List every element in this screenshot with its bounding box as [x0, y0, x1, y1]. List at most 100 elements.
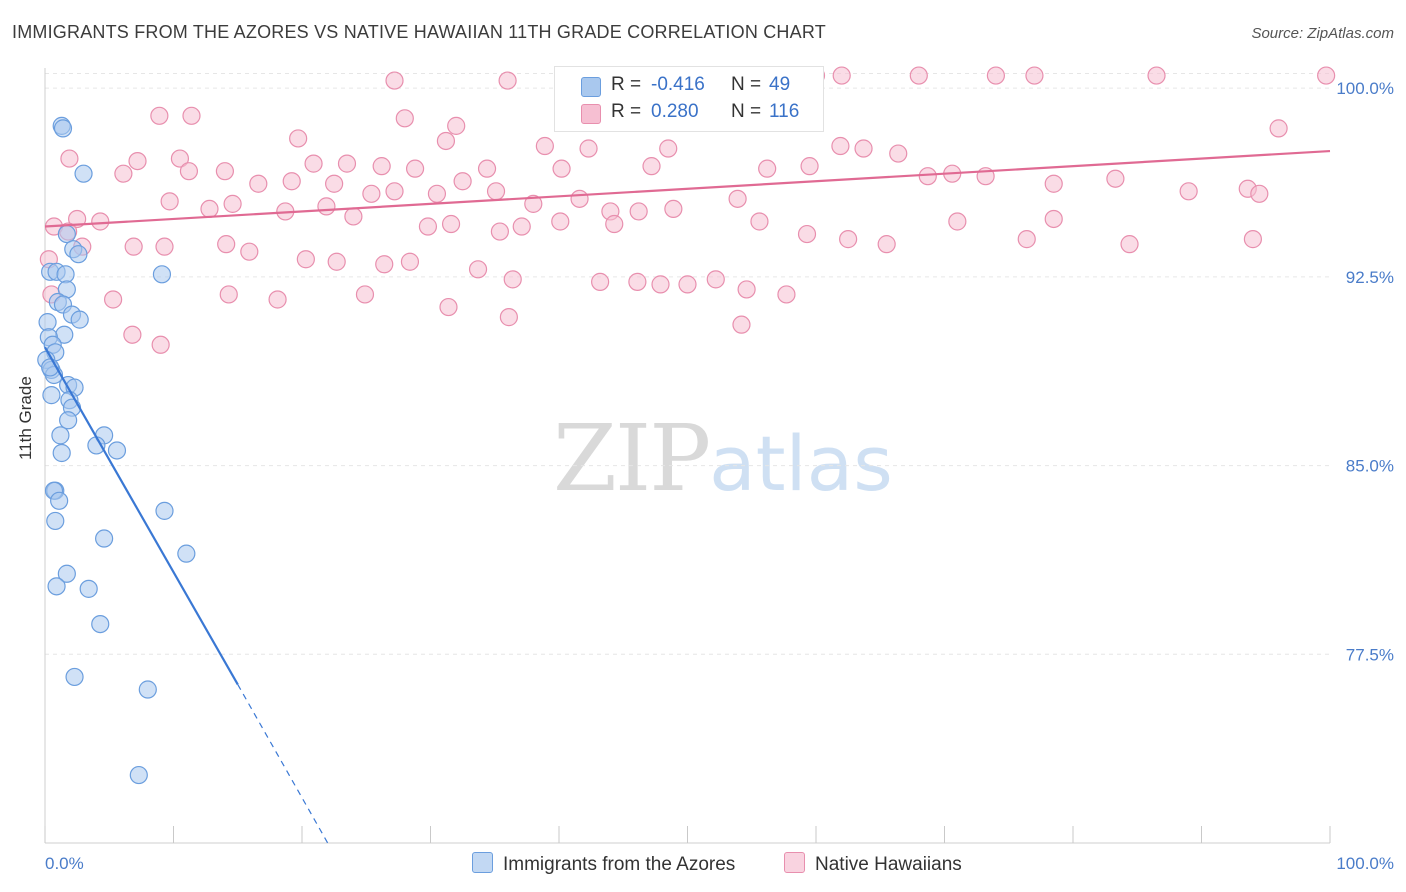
- legend-item-hawaiians[interactable]: Native Hawaiians: [784, 852, 962, 876]
- hawaiian-point: [447, 116, 466, 135]
- azores-point: [91, 614, 110, 634]
- azores-point: [42, 386, 61, 405]
- hawaiian-point: [385, 71, 404, 90]
- hawaiian-point: [289, 129, 308, 148]
- grid-lines: [45, 73, 1330, 655]
- n-label: N =: [731, 101, 762, 122]
- hawaiian-point: [91, 212, 110, 231]
- azores-point: [95, 529, 114, 548]
- hawaiian-point: [605, 214, 624, 234]
- legend-item-azores[interactable]: Immigrants from the Azores: [472, 852, 735, 876]
- hawaiian-point: [296, 250, 315, 269]
- hawaiian-point: [909, 66, 928, 85]
- azores-point: [107, 441, 127, 460]
- hawaiian-trend-line: [44, 149, 1331, 228]
- azores-point: [79, 579, 98, 598]
- hawaiian-point: [200, 199, 219, 219]
- hawaiian-point: [750, 212, 769, 231]
- hawaiian-point: [758, 159, 777, 178]
- r-label: R =: [611, 74, 642, 95]
- hawaiian-point: [1179, 182, 1198, 201]
- hawaiian-point: [524, 194, 543, 213]
- azores-point: [69, 245, 88, 264]
- stats-row-hawaiians: R = 0.280 N = 116: [555, 101, 823, 127]
- hawaiian-point: [215, 162, 234, 181]
- legend-swatch-azores: [472, 852, 493, 873]
- n-value: 116: [769, 101, 800, 122]
- hawaiian-point: [223, 194, 242, 213]
- hawaiian-point: [1025, 66, 1044, 85]
- hawaiian-point: [628, 272, 647, 291]
- hawaiian-point: [317, 197, 336, 216]
- hawaiian-point: [986, 66, 1006, 85]
- hawaiian-point: [439, 297, 458, 317]
- hawaiian-point: [839, 230, 858, 249]
- hawaiian-point: [372, 157, 391, 176]
- hawaiian-point: [831, 136, 850, 156]
- x-tick-labels: 0.0% 100.0%: [45, 854, 1394, 873]
- r-label: R =: [611, 101, 642, 122]
- hawaiian-point: [436, 131, 456, 151]
- hawaiian-point: [385, 182, 404, 201]
- hawaiian-point: [499, 308, 518, 327]
- hawaiian-point: [249, 174, 268, 193]
- hawaiian-point: [777, 285, 796, 304]
- watermark-zip: ZIP: [553, 405, 711, 512]
- hawaiian-point: [405, 159, 425, 178]
- hawaiian-point: [468, 260, 488, 279]
- hawaiian-point: [706, 270, 725, 289]
- hawaiian-point: [182, 106, 201, 125]
- hawaiian-point: [678, 275, 697, 294]
- azores-point: [38, 313, 57, 332]
- hawaiian-point: [651, 275, 670, 294]
- hawaiian-point: [304, 154, 323, 173]
- hawaiian-point: [1269, 119, 1288, 138]
- hawaiian-point: [579, 139, 598, 158]
- watermark: ZIPatlas: [553, 405, 893, 512]
- hawaiian-point: [1044, 174, 1063, 193]
- hawaiian-point: [498, 71, 517, 90]
- legend-label-azores: Immigrants from the Azores: [503, 854, 736, 875]
- hawaiian-point: [854, 139, 873, 158]
- hawaiian-point: [1147, 66, 1166, 85]
- azores-point: [51, 426, 70, 445]
- hawaiian-point: [512, 217, 531, 236]
- azores-point: [177, 544, 196, 563]
- hawaiian-point: [1120, 235, 1139, 254]
- azores-point: [57, 564, 76, 583]
- hawaiian-point: [375, 255, 394, 274]
- hawaiian-point: [535, 136, 554, 156]
- n-label: N =: [731, 74, 762, 95]
- azores-point: [65, 667, 84, 687]
- azores-point: [129, 765, 148, 785]
- azores-point: [56, 265, 75, 284]
- hawaiian-point: [728, 189, 747, 208]
- hawaiian-point: [737, 280, 756, 299]
- hawaiian-point: [170, 149, 190, 168]
- hawaiian-point: [1317, 66, 1336, 85]
- watermark-atlas: atlas: [709, 419, 893, 508]
- chart-title: IMMIGRANTS FROM THE AZORES VS NATIVE HAW…: [12, 22, 826, 42]
- hawaiian-point: [240, 242, 259, 261]
- azores-point: [70, 310, 89, 329]
- hawaiian-point: [570, 189, 589, 208]
- hawaiian-point: [552, 159, 571, 178]
- azores-point: [46, 511, 65, 531]
- azores-point: [152, 265, 172, 284]
- hawaiian-point: [179, 162, 199, 181]
- y-tick-label: 77.5%: [1346, 645, 1394, 664]
- hawaiian-point: [918, 167, 937, 186]
- y-tick-label: 100.0%: [1336, 79, 1394, 98]
- r-value: -0.416: [651, 74, 705, 95]
- hawaiian-point: [477, 159, 497, 178]
- x-ticks: [44, 826, 1331, 843]
- y-tick-label: 92.5%: [1346, 268, 1394, 287]
- hawaiian-point: [219, 285, 238, 304]
- hawaiian-point: [427, 184, 447, 203]
- hawaiian-point: [797, 224, 817, 244]
- azores-trend-extension: [237, 684, 329, 844]
- swatch-hawaiians: [581, 104, 601, 124]
- legend-label-hawaiians: Native Hawaiians: [815, 854, 962, 875]
- hawaiian-point: [114, 164, 133, 183]
